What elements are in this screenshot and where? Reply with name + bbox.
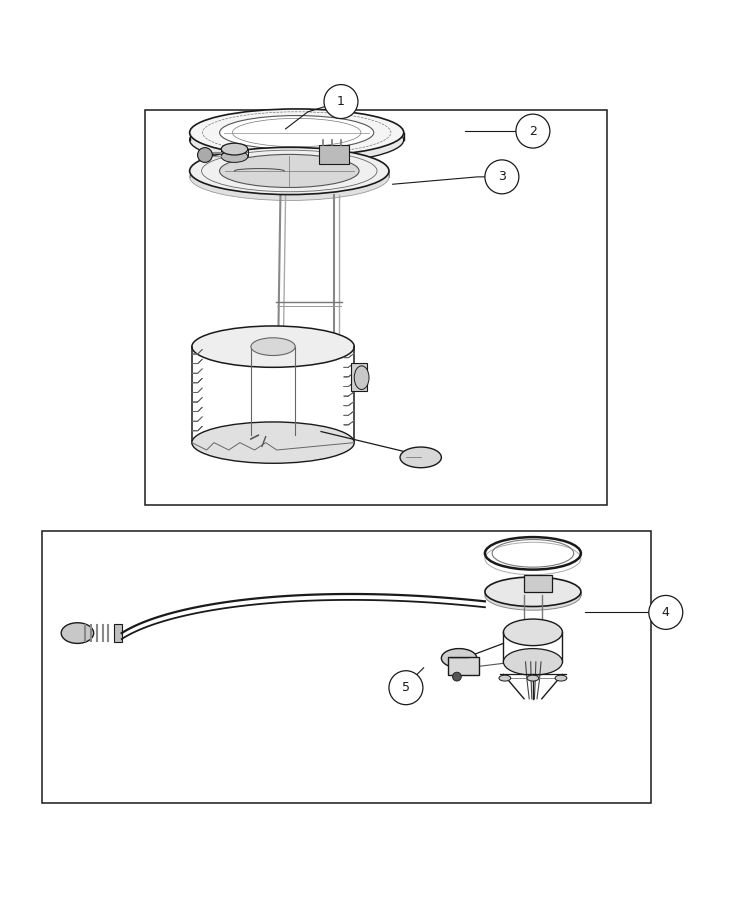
Ellipse shape <box>503 619 562 645</box>
Bar <box>145 111 607 506</box>
Ellipse shape <box>354 365 369 390</box>
Text: 4: 4 <box>662 606 670 619</box>
Ellipse shape <box>190 153 389 201</box>
Ellipse shape <box>503 649 562 675</box>
Circle shape <box>485 160 519 194</box>
Ellipse shape <box>219 115 373 149</box>
Polygon shape <box>113 625 122 642</box>
Ellipse shape <box>442 649 476 668</box>
Ellipse shape <box>190 116 404 164</box>
Circle shape <box>389 670 423 705</box>
Text: 2: 2 <box>529 124 536 138</box>
Bar <box>448 657 479 675</box>
Ellipse shape <box>222 143 247 155</box>
Ellipse shape <box>62 623 93 644</box>
Ellipse shape <box>555 675 567 681</box>
Ellipse shape <box>485 580 581 610</box>
Text: 3: 3 <box>498 170 506 184</box>
Bar <box>42 531 651 803</box>
Circle shape <box>324 85 358 119</box>
Ellipse shape <box>190 109 404 157</box>
Text: 1: 1 <box>337 95 345 108</box>
Ellipse shape <box>499 675 511 681</box>
Ellipse shape <box>190 148 389 194</box>
Ellipse shape <box>222 150 247 162</box>
Bar <box>350 363 367 391</box>
Ellipse shape <box>453 672 462 681</box>
Ellipse shape <box>192 326 354 367</box>
Text: 5: 5 <box>402 681 410 694</box>
Ellipse shape <box>400 447 442 468</box>
Bar <box>319 145 349 164</box>
Bar <box>524 575 552 591</box>
Ellipse shape <box>219 155 359 187</box>
Circle shape <box>649 596 682 629</box>
Ellipse shape <box>251 338 295 356</box>
Ellipse shape <box>192 422 354 464</box>
Ellipse shape <box>198 148 213 162</box>
Ellipse shape <box>527 675 539 681</box>
Circle shape <box>516 114 550 148</box>
Ellipse shape <box>485 577 581 607</box>
